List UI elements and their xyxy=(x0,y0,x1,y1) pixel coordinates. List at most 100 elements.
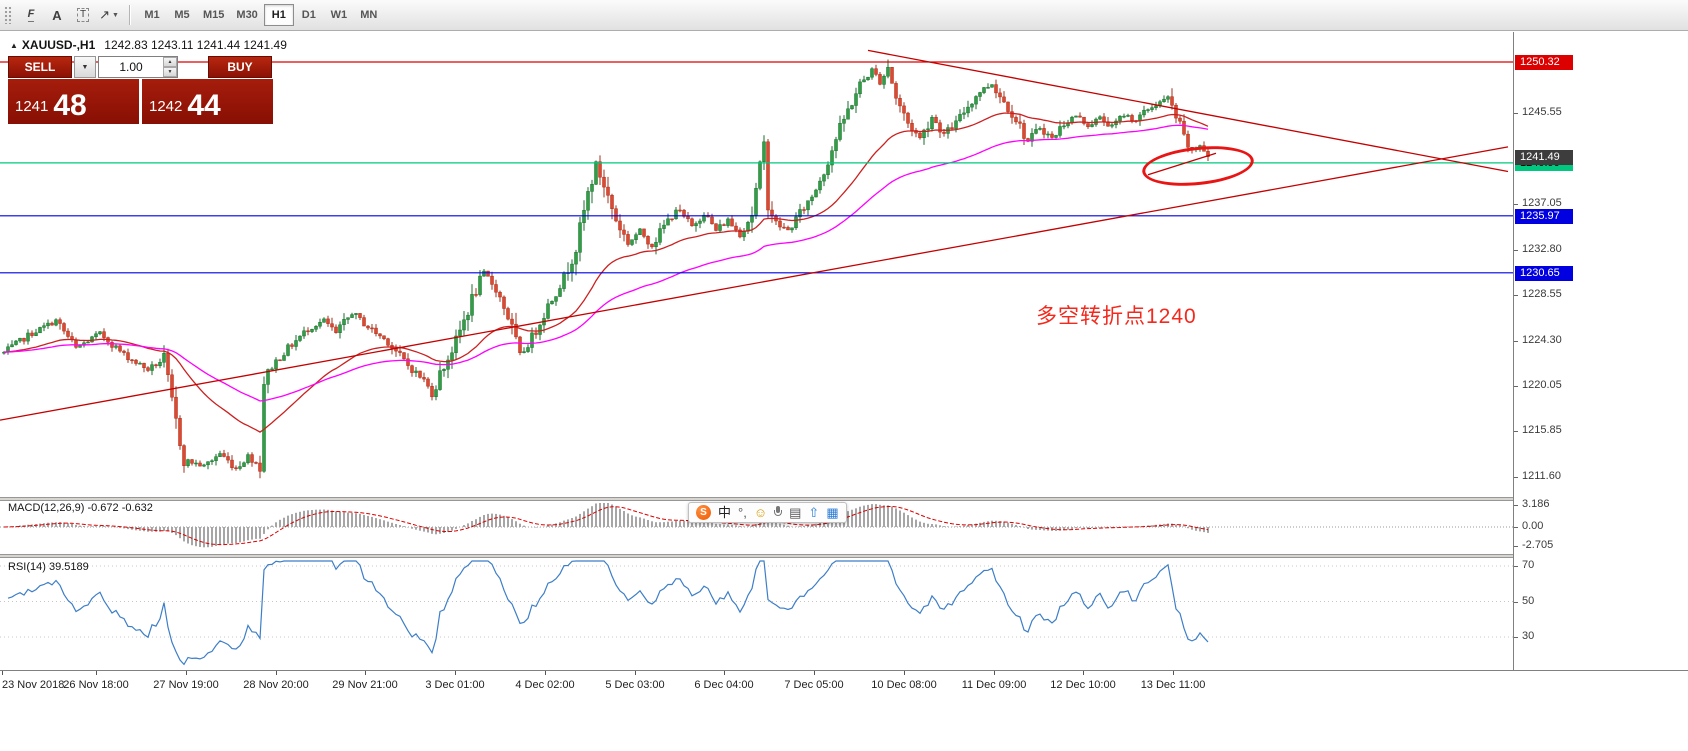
price-axis-label: 0.00 xyxy=(1522,520,1544,532)
chart-ohlc-header: ▲ XAUUSD-,H1 1242.83 1243.11 1241.44 1241.… xyxy=(10,38,287,52)
volume-up-button[interactable]: ▲ xyxy=(163,57,177,67)
tf-button-D1[interactable]: D1 xyxy=(294,4,324,26)
time-tick-mark xyxy=(635,671,636,675)
price-axis-label: 30 xyxy=(1522,630,1535,642)
chevron-down-icon: ▼ xyxy=(111,11,119,19)
symbol-label: XAUUSD-,H1 xyxy=(21,38,96,52)
tf-button-W1[interactable]: W1 xyxy=(324,4,354,26)
buy-button[interactable]: BUY xyxy=(208,56,272,78)
price-axis-label: 1224.30 xyxy=(1522,333,1562,346)
time-tick-mark xyxy=(814,671,815,675)
tf-button-MN[interactable]: MN xyxy=(354,4,384,26)
ohlc-values: 1242.83 1243.11 1241.44 1241.49 xyxy=(104,38,287,52)
chinese-mode-icon[interactable]: 中 xyxy=(718,505,732,520)
volume-down-button[interactable]: ▼ xyxy=(163,67,177,77)
arrows-tool-button[interactable]: ↗ ▼ xyxy=(96,3,122,27)
toolbar-grip[interactable] xyxy=(4,6,13,24)
time-tick-mark xyxy=(455,671,456,675)
time-tick-mark xyxy=(1083,671,1084,675)
price-axis-label: 50 xyxy=(1522,594,1535,607)
volume-field: ▲ ▼ xyxy=(98,56,178,78)
time-tick-mark xyxy=(96,671,97,675)
punctuation-mode-icon[interactable]: °, xyxy=(738,505,747,520)
top-toolbar: F A T ↗ ▼ M1 M5 M15 M30 H1 D1 W1 MN xyxy=(0,0,1688,31)
buy-price-display[interactable]: 1242 44 xyxy=(142,79,273,124)
axis-tick-mark xyxy=(1514,566,1518,567)
tf-button-M5[interactable]: M5 xyxy=(167,4,197,26)
axis-tick-mark xyxy=(1514,545,1518,547)
axis-tick-mark xyxy=(1514,249,1518,251)
time-label: 5 Dec 03:00 xyxy=(605,679,665,691)
sell-price-display[interactable]: 1241 48 xyxy=(8,79,139,124)
text-label-tool-button[interactable]: T xyxy=(70,3,96,27)
one-click-trading-panel: SELL ▼ ▲ ▼ BUY 1241 48 1242 44 xyxy=(8,56,274,124)
macd-label: MACD(12,26,9) -0.672 -0.632 xyxy=(8,502,153,514)
price-axis-label: 1237.05 xyxy=(1522,197,1562,210)
text-tool-button[interactable]: A xyxy=(44,3,70,27)
toolbar-separator xyxy=(129,5,130,25)
price-axis-label: 1220.05 xyxy=(1522,379,1562,392)
tf-button-M1[interactable]: M1 xyxy=(137,4,167,26)
fibonacci-tool-button[interactable]: F xyxy=(18,3,44,27)
tf-button-H1[interactable]: H1 xyxy=(263,4,294,26)
main-chart-canvas[interactable] xyxy=(0,32,1513,497)
price-axis-label: 1211.60 xyxy=(1522,469,1561,482)
soft-keyboard-icon[interactable]: ▤ xyxy=(789,505,802,520)
time-label: 23 Nov 2018 xyxy=(2,679,65,691)
timeframe-toolbar: M1 M5 M15 M30 H1 D1 W1 MN xyxy=(137,4,384,26)
level-price-box: 1250.32 xyxy=(1515,55,1573,70)
axis-tick-mark xyxy=(1514,113,1518,115)
price-axis-label: -2.705 xyxy=(1522,538,1554,551)
time-label: 13 Dec 11:00 xyxy=(1140,679,1206,691)
drawing-tools-group: F A T ↗ ▼ xyxy=(18,3,122,27)
price-axis-label: 3.186 xyxy=(1522,498,1550,511)
level-price-box: 1230.65 xyxy=(1515,265,1573,281)
time-label: 7 Dec 05:00 xyxy=(784,679,844,691)
arrows-tool-icon: ↗ xyxy=(99,7,110,22)
axis-tick-mark xyxy=(1514,340,1518,342)
macd-panel-canvas[interactable] xyxy=(0,500,1513,554)
time-label: 10 Dec 08:00 xyxy=(871,679,937,691)
text-tool-icon: A xyxy=(52,7,62,23)
panel-separator[interactable] xyxy=(0,554,1688,558)
axis-tick-mark xyxy=(1514,476,1518,478)
volume-dropdown-button[interactable]: ▼ xyxy=(74,56,96,78)
price-axis-label: 1232.80 xyxy=(1522,242,1562,255)
sell-price-pips: 48 xyxy=(53,89,87,122)
time-label: 12 Dec 10:00 xyxy=(1050,679,1116,691)
voice-input-icon[interactable] xyxy=(774,506,783,519)
price-axis-label: 70 xyxy=(1522,559,1535,571)
tf-button-M30[interactable]: M30 xyxy=(230,4,263,26)
volume-input[interactable] xyxy=(99,57,163,77)
time-tick-mark xyxy=(994,671,995,675)
price-axis[interactable]: 1245.55 1237.05 1232.80 1228.55 1224.30 1220.… xyxy=(1513,32,1688,670)
time-axis[interactable]: 23 Nov 2018 26 Nov 18:00 27 Nov 19:00 28 No… xyxy=(0,670,1688,700)
time-label: 11 Dec 09:00 xyxy=(961,679,1027,691)
fibonacci-tool-icon: F xyxy=(27,8,35,22)
time-label: 3 Dec 01:00 xyxy=(425,679,485,691)
time-label: 27 Nov 19:00 xyxy=(153,679,219,691)
price-axis-label: 1228.55 xyxy=(1522,288,1562,301)
ime-toolbar: S 中 °, ☺ ▤ ⇧ ▦ xyxy=(688,502,847,523)
level-price-box: 1235.97 xyxy=(1515,208,1573,224)
tf-button-M15[interactable]: M15 xyxy=(197,4,230,26)
sell-button[interactable]: SELL xyxy=(8,56,72,78)
time-tick-mark xyxy=(904,671,905,675)
emoji-picker-icon[interactable]: ☺ xyxy=(753,505,768,520)
chart-annotation-text[interactable]: 多空转折点1240 xyxy=(1036,305,1197,328)
axis-tick-mark xyxy=(1514,431,1518,433)
axis-tick-mark xyxy=(1514,527,1518,528)
price-axis-label: 1245.55 xyxy=(1522,106,1562,119)
current-price-box: 1241.49 xyxy=(1515,149,1573,165)
time-tick-mark xyxy=(186,671,187,675)
axis-tick-mark xyxy=(1514,386,1518,388)
toolbox-icon[interactable]: ▦ xyxy=(826,505,839,520)
chevron-down-icon: ▼ xyxy=(81,63,89,71)
sogou-logo-icon[interactable]: S xyxy=(696,505,711,520)
time-tick-mark xyxy=(276,671,277,675)
rsi-panel-canvas[interactable] xyxy=(0,558,1513,670)
time-label: 26 Nov 18:00 xyxy=(63,679,129,691)
screenshot-icon[interactable]: ⇧ xyxy=(808,505,820,520)
panel-separator[interactable] xyxy=(0,497,1688,501)
